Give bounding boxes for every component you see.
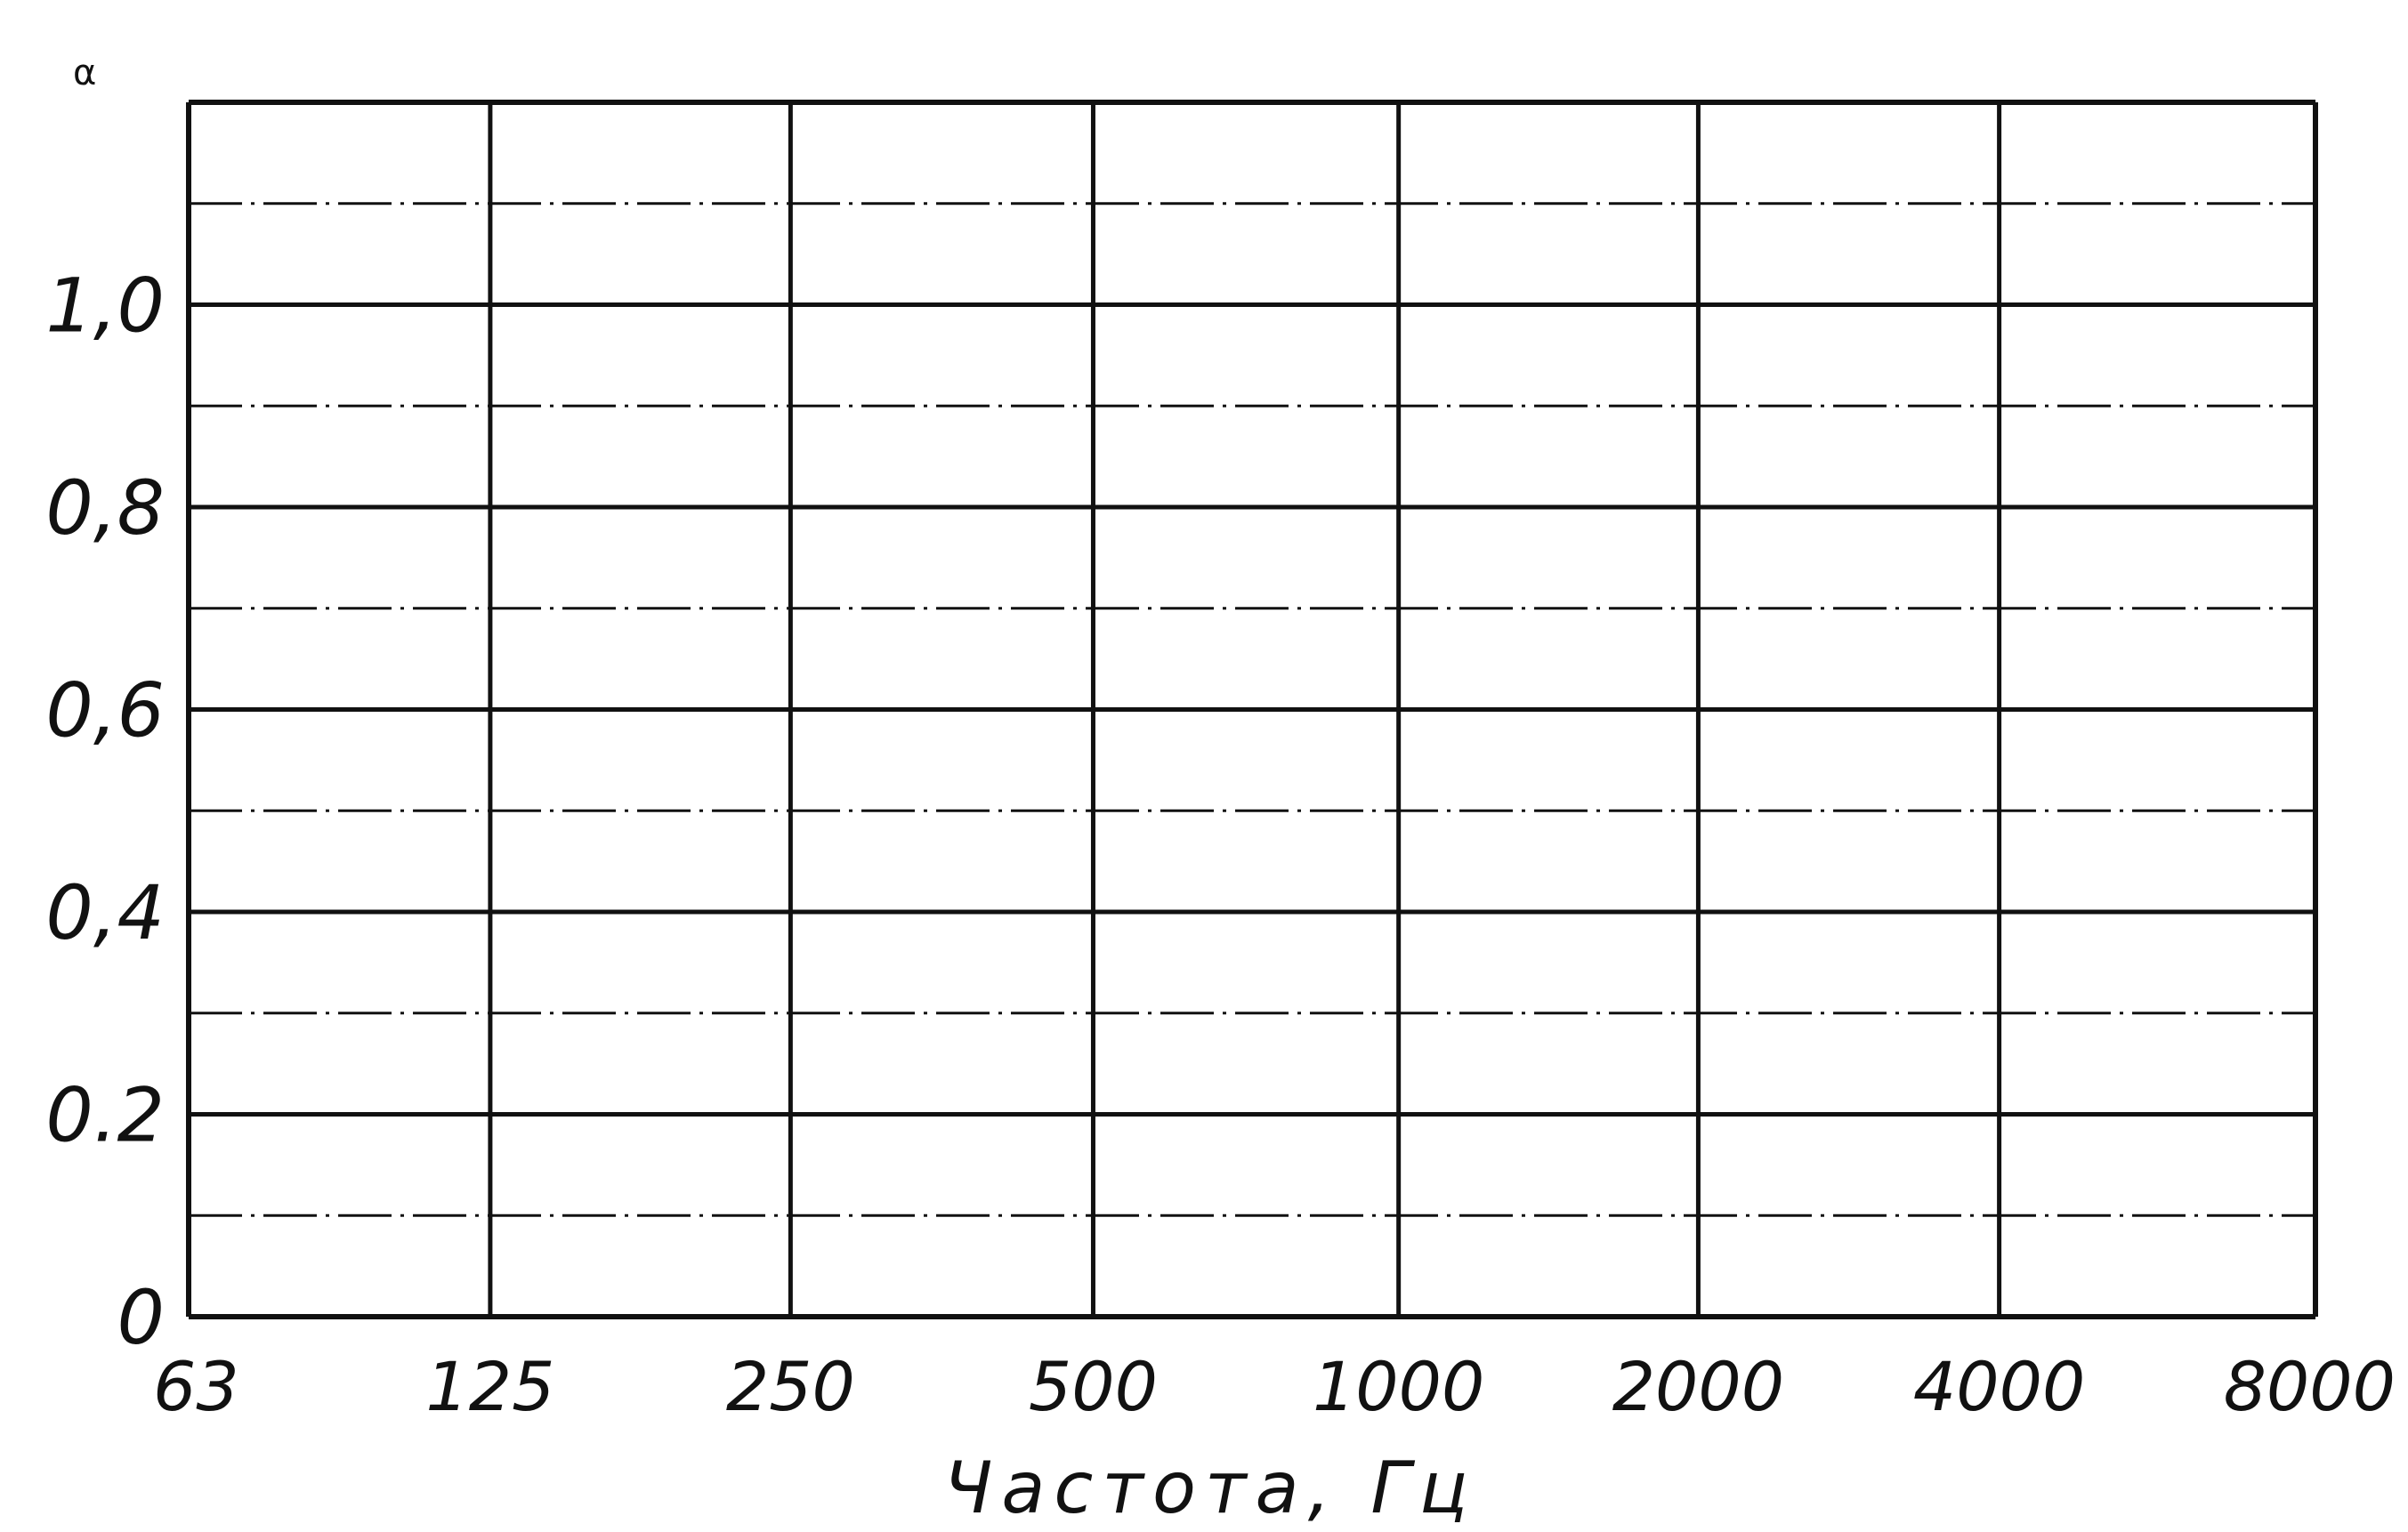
x-tick-label-63: 63 [153,1347,239,1426]
x-tick-label-2000: 2000 [1612,1347,1784,1426]
y-tick-label-1: 0.2 [45,1072,165,1159]
x-tick-label-1000: 1000 [1313,1347,1484,1426]
x-tick-label-500: 500 [1029,1347,1158,1426]
major-gridlines [189,102,2315,1317]
x-tick-label-250: 250 [726,1347,855,1426]
minor-gridlines [189,202,2315,1217]
plot-frame [186,100,2318,1319]
y-tick-label-4: 0,8 [45,464,165,552]
y-axis-title: α [73,52,96,93]
x-tick-label-125: 125 [425,1347,554,1426]
x-axis-tick-labels: 63 125 250 500 1000 2000 4000 8000 [153,1347,2396,1426]
y-tick-label-2: 0,4 [45,869,165,956]
y-tick-label-3: 0,6 [45,667,165,754]
y-tick-label-0: 0 [117,1274,165,1361]
x-tick-label-4000: 4000 [1913,1347,2085,1426]
y-tick-label-5: 1,0 [45,262,165,350]
x-axis-title: Частота, Гц [944,1447,1477,1529]
y-axis-tick-labels: 0 0.2 0,4 0,6 0,8 1,0 [45,262,165,1362]
x-tick-label-8000: 8000 [2224,1347,2396,1426]
